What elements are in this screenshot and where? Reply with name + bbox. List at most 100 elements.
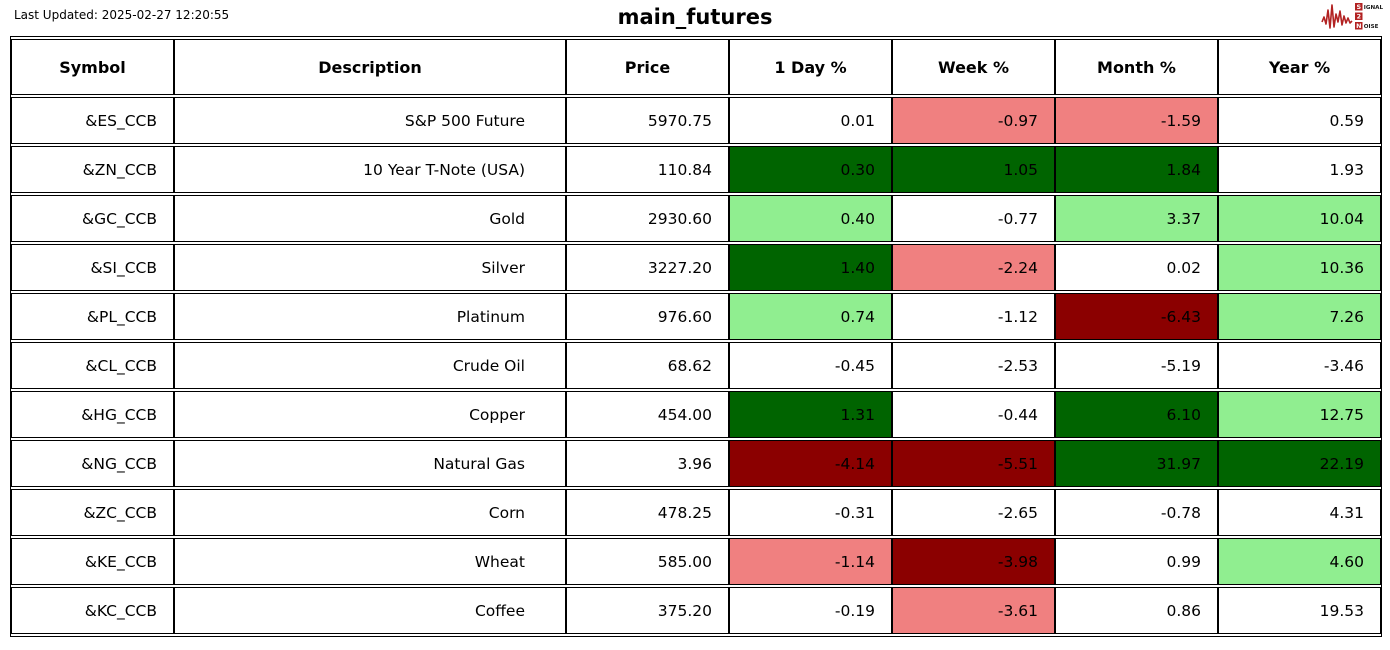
pct-cell: 1.31 [729,391,892,438]
pct-cell: 1.05 [892,146,1055,193]
table-header-row: Symbol Description Price 1 Day % Week % Month… [11,39,1381,95]
column-header-week-: Week % [892,39,1055,95]
pct-cell: -2.24 [892,244,1055,291]
symbol-cell: &CL_CCB [11,342,174,389]
pct-cell: 10.36 [1218,244,1381,291]
symbol-cell: &SI_CCB [11,244,174,291]
description-cell: Copper [174,391,566,438]
pct-cell: 4.31 [1218,489,1381,536]
pct-cell: 22.19 [1218,440,1381,487]
symbol-cell: &GC_CCB [11,195,174,242]
description-cell: S&P 500 Future [174,97,566,144]
price-cell: 375.20 [566,587,729,634]
pct-cell: 4.60 [1218,538,1381,585]
price-cell: 110.84 [566,146,729,193]
pct-cell: -0.78 [1055,489,1218,536]
description-cell: Platinum [174,293,566,340]
price-cell: 478.25 [566,489,729,536]
symbol-cell: &ZN_CCB [11,146,174,193]
price-cell: 5970.75 [566,97,729,144]
symbol-cell: &ZC_CCB [11,489,174,536]
table-row: &ZN_CCB 10 Year T-Note (USA) 110.84 0.30 1.0… [11,146,1381,193]
pct-cell: -4.14 [729,440,892,487]
pct-cell: -5.19 [1055,342,1218,389]
pct-cell: -0.97 [892,97,1055,144]
description-cell: Coffee [174,587,566,634]
logo-digit-2: 2 [1357,13,1361,21]
table-row: &KE_CCB Wheat 585.00 -1.14 -3.98 0.99 4.60 [11,538,1381,585]
pct-cell: -2.53 [892,342,1055,389]
logo-letter-n: N [1356,22,1361,30]
page-title: main_futures [617,5,773,29]
table-row: &SI_CCB Silver 3227.20 1.40 -2.24 0.02 10.36 [11,244,1381,291]
description-cell: Crude Oil [174,342,566,389]
table-row: &PL_CCB Platinum 976.60 0.74 -1.12 -6.43 7.26 [11,293,1381,340]
symbol-cell: &NG_CCB [11,440,174,487]
table-row: &GC_CCB Gold 2930.60 0.40 -0.77 3.37 10.04 [11,195,1381,242]
signal2noise-logo: S IGNAL 2 N OISE [1321,3,1383,30]
pct-cell: 0.86 [1055,587,1218,634]
logo-word-ignal: IGNAL [1364,5,1384,11]
price-cell: 585.00 [566,538,729,585]
pct-cell: -0.19 [729,587,892,634]
symbol-cell: &PL_CCB [11,293,174,340]
table-row: &HG_CCB Copper 454.00 1.31 -0.44 6.10 12.75 [11,391,1381,438]
symbol-cell: &KE_CCB [11,538,174,585]
price-cell: 3.96 [566,440,729,487]
column-header-1-day-: 1 Day % [729,39,892,95]
pct-cell: -3.61 [892,587,1055,634]
pct-cell: 10.04 [1218,195,1381,242]
pct-cell: 0.40 [729,195,892,242]
pct-cell: 0.99 [1055,538,1218,585]
pct-cell: -0.45 [729,342,892,389]
description-cell: Corn [174,489,566,536]
price-cell: 454.00 [566,391,729,438]
description-cell: 10 Year T-Note (USA) [174,146,566,193]
pct-cell: -3.98 [892,538,1055,585]
table-row: &ES_CCB S&P 500 Future 5970.75 0.01 -0.97 -1.… [11,97,1381,144]
pct-cell: 1.84 [1055,146,1218,193]
logo-text: S IGNAL 2 N OISE [1355,3,1383,30]
price-cell: 68.62 [566,342,729,389]
price-cell: 976.60 [566,293,729,340]
futures-table: Symbol Description Price 1 Day % Week % Month… [10,36,1382,637]
table-row: &KC_CCB Coffee 375.20 -0.19 -3.61 0.86 19.53 [11,587,1381,634]
pct-cell: -1.59 [1055,97,1218,144]
symbol-cell: &HG_CCB [11,391,174,438]
pct-cell: 0.30 [729,146,892,193]
description-cell: Silver [174,244,566,291]
pct-cell: -1.14 [729,538,892,585]
pct-cell: 1.93 [1218,146,1381,193]
column-header-price: Price [566,39,729,95]
pct-cell: 7.26 [1218,293,1381,340]
pct-cell: -3.46 [1218,342,1381,389]
symbol-cell: &ES_CCB [11,97,174,144]
table-row: &CL_CCB Crude Oil 68.62 -0.45 -2.53 -5.19 -3.4… [11,342,1381,389]
table-row: &NG_CCB Natural Gas 3.96 -4.14 -5.51 31.97 22.… [11,440,1381,487]
waveform-icon [1321,4,1353,29]
description-cell: Gold [174,195,566,242]
pct-cell: 0.01 [729,97,892,144]
pct-cell: 3.37 [1055,195,1218,242]
column-header-symbol: Symbol [11,39,174,95]
pct-cell: 0.74 [729,293,892,340]
pct-cell: -0.44 [892,391,1055,438]
pct-cell: 6.10 [1055,391,1218,438]
table-row: &ZC_CCB Corn 478.25 -0.31 -2.65 -0.78 4.31 [11,489,1381,536]
description-cell: Natural Gas [174,440,566,487]
price-cell: 2930.60 [566,195,729,242]
pct-cell: -2.65 [892,489,1055,536]
symbol-cell: &KC_CCB [11,587,174,634]
pct-cell: 0.02 [1055,244,1218,291]
logo-letter-s: S [1356,3,1361,11]
pct-cell: 19.53 [1218,587,1381,634]
pct-cell: 12.75 [1218,391,1381,438]
pct-cell: 1.40 [729,244,892,291]
pct-cell: -1.12 [892,293,1055,340]
pct-cell: -0.31 [729,489,892,536]
column-header-description: Description [174,39,566,95]
price-cell: 3227.20 [566,244,729,291]
pct-cell: 0.59 [1218,97,1381,144]
column-header-month-: Month % [1055,39,1218,95]
last-updated-text: Last Updated: 2025-02-27 12:20:55 [14,8,230,22]
